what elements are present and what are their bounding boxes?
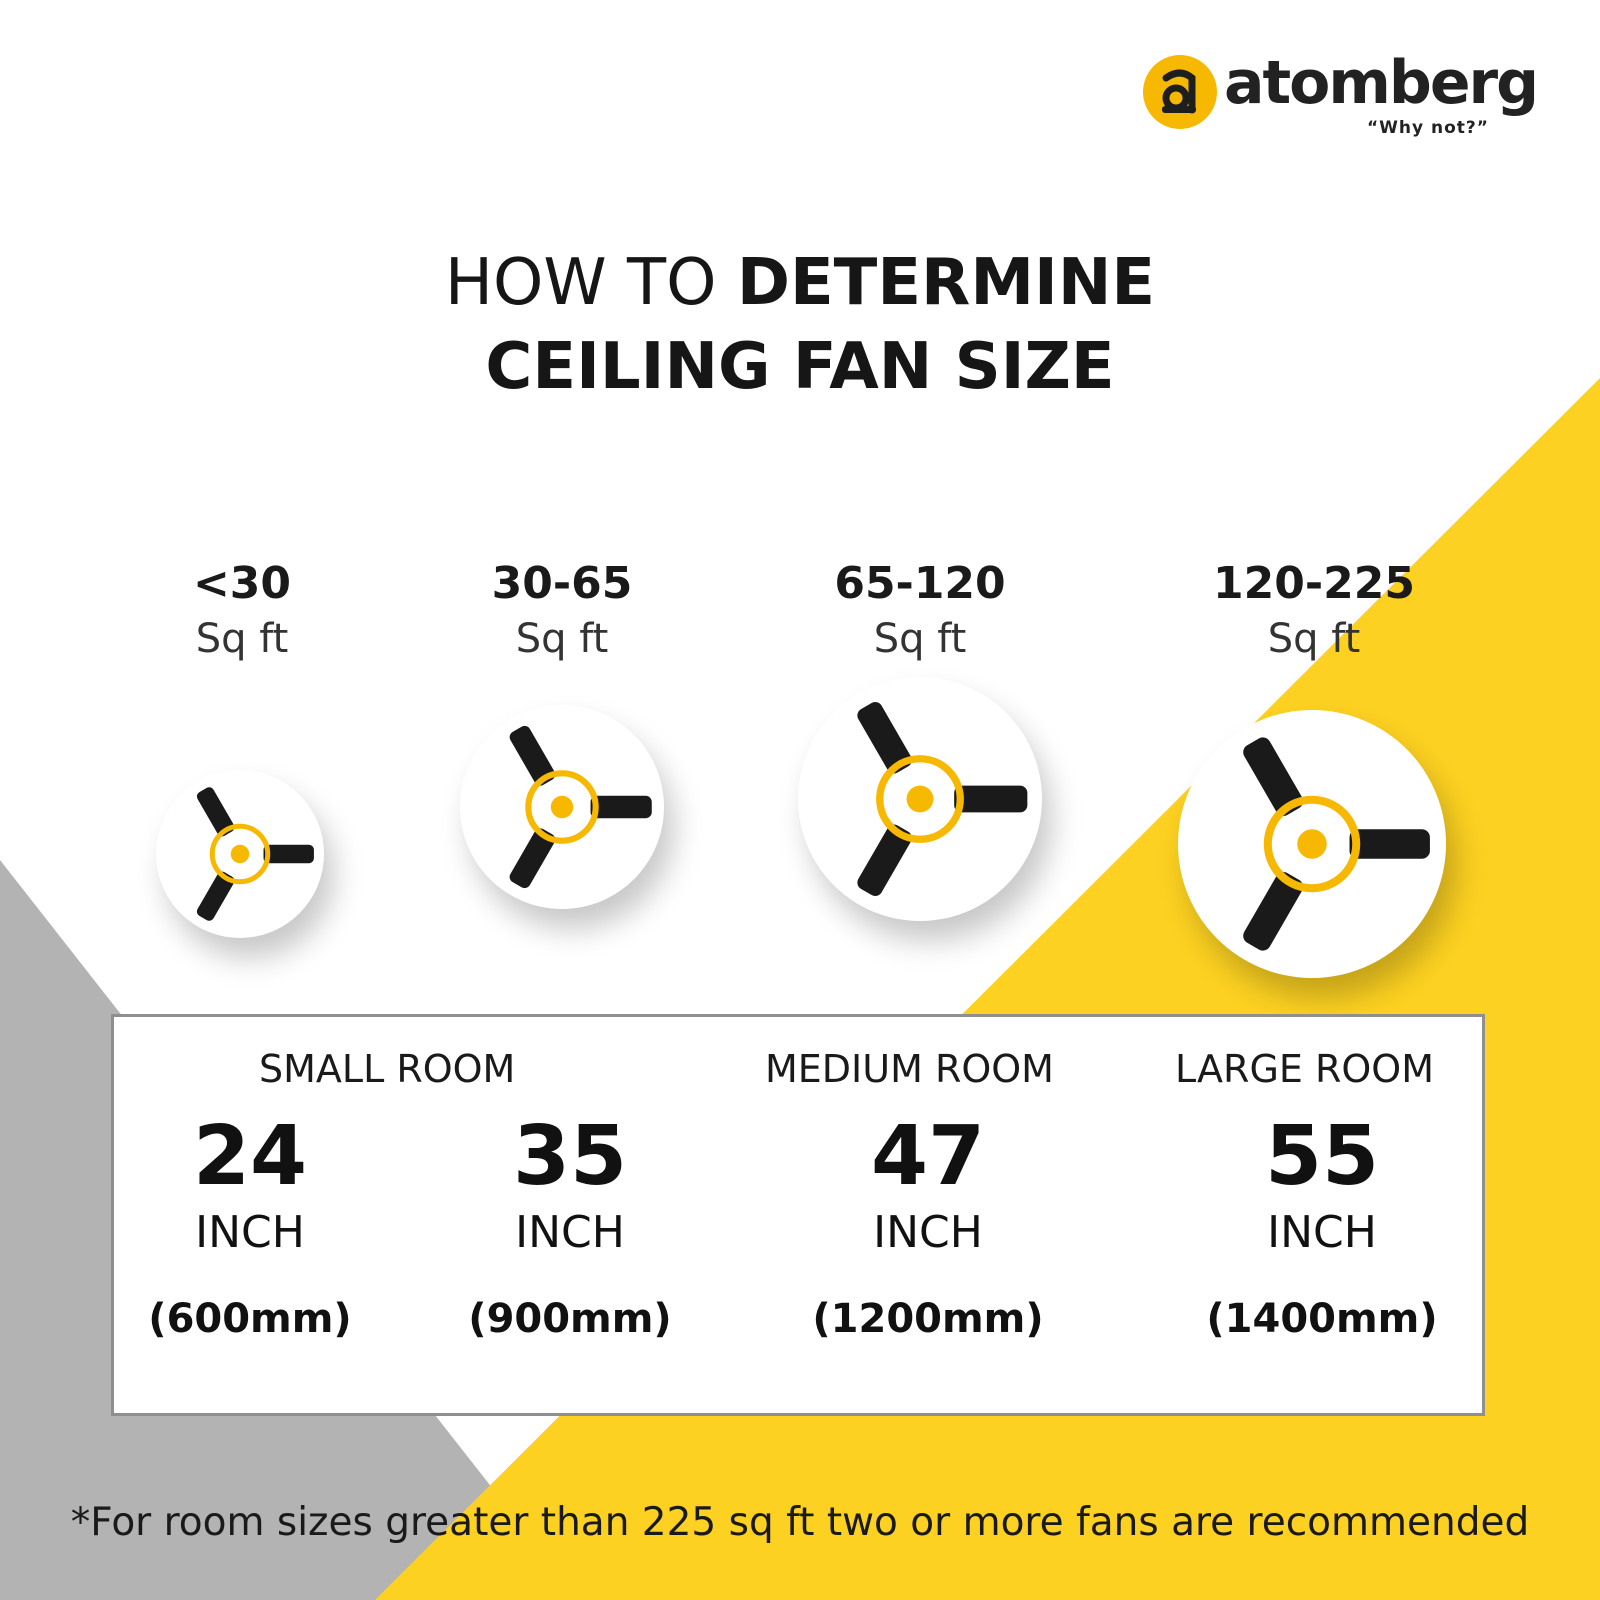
- page-title-line-1: HOW TO DETERMINE: [0, 246, 1600, 320]
- size-mm-value: (600mm): [148, 1296, 352, 1342]
- size-35: 35 INCH (900mm): [430, 1017, 710, 1343]
- area-range: 65-120: [834, 558, 1006, 609]
- title-prefix: HOW TO: [444, 246, 737, 320]
- fan-blades: [509, 725, 652, 889]
- area-label-3: 65-120 Sq ft: [770, 558, 1070, 668]
- brand-tagline: “Why not?”: [1367, 118, 1489, 138]
- area-label-2: 30-65 Sq ft: [412, 558, 712, 668]
- size-inch-value: 24: [192, 1109, 308, 1204]
- ceiling-fan-icon: [509, 725, 652, 889]
- title-emphasis: DETERMINE: [736, 246, 1156, 320]
- ceiling-fan-icon: [1243, 737, 1430, 951]
- ceiling-fan-icon: [857, 701, 1028, 897]
- area-range: 120-225: [1213, 558, 1415, 609]
- fan-size-panel: SMALL ROOM MEDIUM ROOM LARGE ROOM 24 INC…: [111, 1014, 1485, 1416]
- size-inch-value: 35: [512, 1109, 628, 1204]
- room-label-medium: MEDIUM ROOM: [765, 1047, 1054, 1091]
- area-range: 30-65: [491, 558, 633, 609]
- size-inch-unit: INCH: [195, 1207, 305, 1258]
- size-24: 24 INCH (600mm): [110, 1017, 390, 1343]
- fan-blades: [1243, 737, 1430, 951]
- area-unit: Sq ft: [873, 616, 967, 662]
- ceiling-fan-icon: [196, 787, 314, 921]
- fan-circle-large: [1178, 710, 1446, 978]
- area-label-4: 120-225 Sq ft: [1164, 558, 1464, 668]
- area-label-1: <30 Sq ft: [92, 558, 392, 668]
- atomberg-logo-icon: [1143, 55, 1217, 129]
- size-55: 55 INCH (1400mm): [1182, 1017, 1462, 1343]
- fan-circle-small-plus: [460, 705, 664, 909]
- area-unit: Sq ft: [195, 616, 289, 662]
- area-unit: Sq ft: [515, 616, 609, 662]
- footnote: *For room sizes greater than 225 sq ft t…: [70, 1500, 1530, 1545]
- size-inch-unit: INCH: [873, 1207, 983, 1258]
- size-mm-value: (900mm): [468, 1296, 672, 1342]
- brand-name: atomberg: [1224, 48, 1539, 118]
- size-mm-value: (1200mm): [812, 1296, 1044, 1342]
- page-title-line-2: CEILING FAN SIZE: [0, 330, 1600, 404]
- room-label-large: LARGE ROOM: [1175, 1047, 1434, 1091]
- area-range: <30: [192, 558, 292, 609]
- size-mm-value: (1400mm): [1206, 1296, 1438, 1342]
- size-inch-unit: INCH: [1267, 1207, 1377, 1258]
- size-47: 47 INCH (1200mm): [788, 1017, 1068, 1343]
- fan-blades: [857, 701, 1028, 897]
- size-inch-unit: INCH: [515, 1207, 625, 1258]
- fan-circle-small: [156, 770, 324, 938]
- size-inch-value: 55: [1264, 1109, 1380, 1204]
- brand-logo: atomberg “Why not?”: [1142, 48, 1542, 152]
- size-inch-value: 47: [870, 1109, 986, 1204]
- fan-blades: [196, 787, 314, 921]
- fan-circle-medium: [798, 677, 1042, 921]
- room-label-small: SMALL ROOM: [259, 1047, 516, 1091]
- title-line-2-text: CEILING FAN SIZE: [485, 330, 1115, 404]
- area-unit: Sq ft: [1267, 616, 1361, 662]
